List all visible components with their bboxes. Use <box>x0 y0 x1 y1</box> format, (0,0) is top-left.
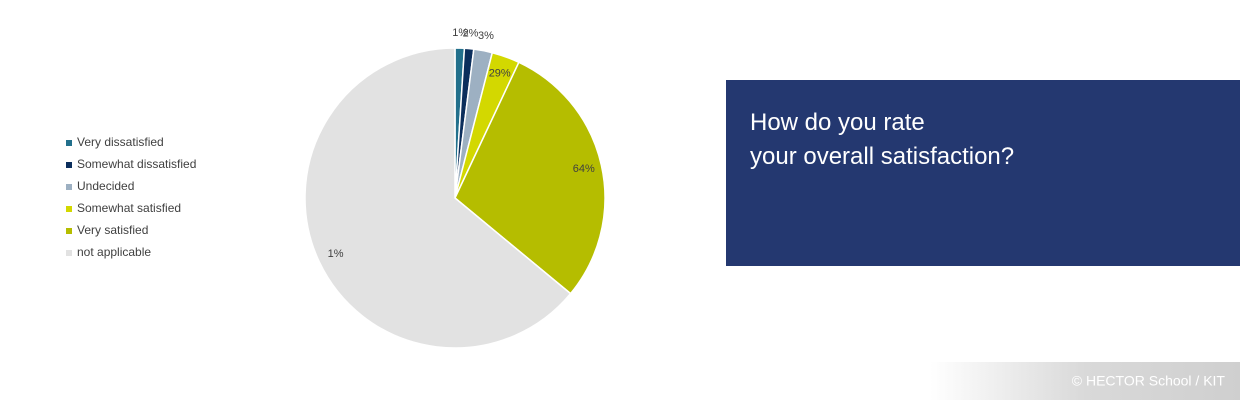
legend-swatch <box>66 162 72 168</box>
slice-label: 64% <box>573 163 595 175</box>
legend-label: Very satisfied <box>77 223 148 237</box>
slice-label: 2% <box>463 28 479 40</box>
question-line: your overall satisfaction? <box>750 143 1014 170</box>
footer-bar <box>930 362 1240 400</box>
question-box <box>726 80 1240 266</box>
legend-label: Somewhat satisfied <box>77 201 181 215</box>
legend-label: Very dissatisfied <box>77 135 164 149</box>
legend-swatch <box>66 206 72 212</box>
slice-label: 1% <box>328 248 344 260</box>
legend-swatch <box>66 140 72 146</box>
legend-swatch <box>66 184 72 190</box>
pie-slice <box>454 61 606 295</box>
footer: © HECTOR School / KIT <box>1072 373 1226 389</box>
legend-swatch <box>66 250 72 256</box>
legend-label: not applicable <box>77 245 151 259</box>
question-line: How do you rate <box>750 109 925 136</box>
legend-swatch <box>66 228 72 234</box>
legend-label: Somewhat dissatisfied <box>77 157 196 171</box>
slice-label: 1% <box>452 27 468 39</box>
legend-label: Undecided <box>77 179 134 193</box>
pie-slice <box>304 47 572 349</box>
pie-chart: 1%2% 3%29%64%1%Very dissatisfiedSomewhat … <box>66 27 606 349</box>
slice-label: 3% <box>478 30 494 42</box>
slice-label: 29% <box>489 68 511 80</box>
